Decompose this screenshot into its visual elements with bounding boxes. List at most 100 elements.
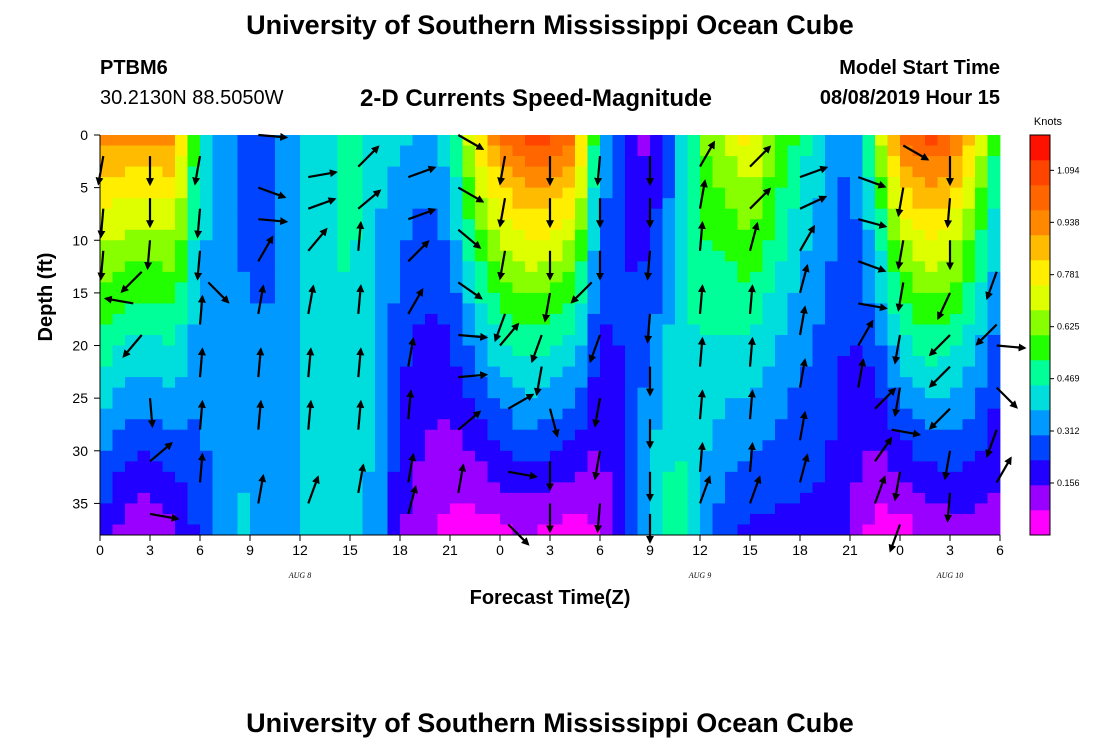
heat-cell [600,419,613,431]
heat-cell [375,250,388,262]
heat-cell [525,440,538,452]
heat-cell [537,303,551,315]
heat-cell [762,440,776,452]
heat-cell [587,377,601,389]
heat-cell [512,440,526,452]
heat-cell [487,461,501,473]
heat-cell [562,313,576,325]
heat-cell [937,177,951,189]
current-vector [892,387,902,418]
heat-cell [987,482,1001,494]
heat-cell [900,303,913,315]
heat-cell [550,408,563,420]
heat-cell [362,229,376,241]
heat-cell [750,250,763,262]
heat-cell [537,271,551,283]
current-vector [644,250,653,281]
heat-cell [962,450,976,462]
heat-cell [825,345,838,357]
heat-cell [537,450,551,462]
heat-cell [725,135,738,146]
heat-cell [162,282,176,294]
heat-cell [225,492,238,504]
heat-cell [925,271,938,283]
current-vector [594,503,603,534]
heat-cell [387,187,401,199]
heat-cell [850,429,863,441]
heat-cell [237,366,251,378]
heat-cell [525,471,538,483]
heat-cell [862,377,876,389]
heat-cell [525,398,538,410]
heat-cell [700,356,713,367]
heat-cell [562,366,576,378]
heat-cell [650,271,663,283]
heat-cell [725,335,738,346]
heat-cell [650,366,663,378]
heat-cell [837,366,851,378]
heat-cell [325,219,338,231]
heat-cell [762,208,776,220]
heat-cell [287,503,301,515]
heat-cell [925,482,938,494]
heat-cell [400,492,413,504]
heat-cell [600,377,613,389]
heat-cell [562,271,576,283]
heat-cell [337,377,351,389]
heat-cell [450,482,463,494]
current-vector [858,302,888,312]
heat-cell [537,366,551,378]
heat-cell [287,492,301,504]
heat-cell [312,429,326,441]
heat-cell [125,377,138,389]
heat-cell [487,419,501,431]
heat-cell [675,187,688,199]
heat-cell [450,250,463,262]
heat-cell [962,356,976,367]
heat-cell [162,377,176,389]
heat-cell [687,387,701,399]
heat-cell [387,461,401,473]
heat-cell [687,524,701,536]
heat-cell [750,335,763,346]
heat-cell [262,208,276,220]
heat-cell [250,429,263,441]
heat-cell [287,524,301,536]
heat-cell [862,313,876,325]
heat-cell [150,419,163,431]
heat-cell [337,503,351,515]
heat-cell [737,240,751,252]
heat-cell [562,461,576,473]
heat-cell [862,198,876,210]
heat-cell [775,513,788,525]
current-vector [749,145,772,168]
heat-cell [562,198,576,210]
heat-cell [937,429,951,441]
heat-cell [525,145,538,157]
y-tick-label: 5 [80,180,88,196]
heat-cell [337,366,351,378]
heat-cell [962,345,976,357]
heat-cell [450,229,463,241]
heat-cell [637,356,651,367]
heat-cell [775,250,788,262]
heat-cell [837,450,851,462]
heat-cell [612,282,626,294]
heat-cell [787,345,801,357]
heat-cell [637,240,651,252]
heat-cell [825,335,838,346]
colorbar-tick-label: 0.938 [1057,217,1080,227]
heat-cell [450,145,463,157]
heat-cell [337,419,351,431]
heat-cell [400,282,413,294]
heat-cell [400,324,413,336]
colorbar-band [1030,260,1050,286]
heat-cell [237,177,251,189]
heat-cell [187,419,201,431]
heat-cell [300,198,313,210]
heat-cell [900,419,913,431]
heat-cell [650,261,663,273]
heat-cell [675,208,688,220]
current-vector [944,198,953,229]
current-vector [356,347,365,378]
